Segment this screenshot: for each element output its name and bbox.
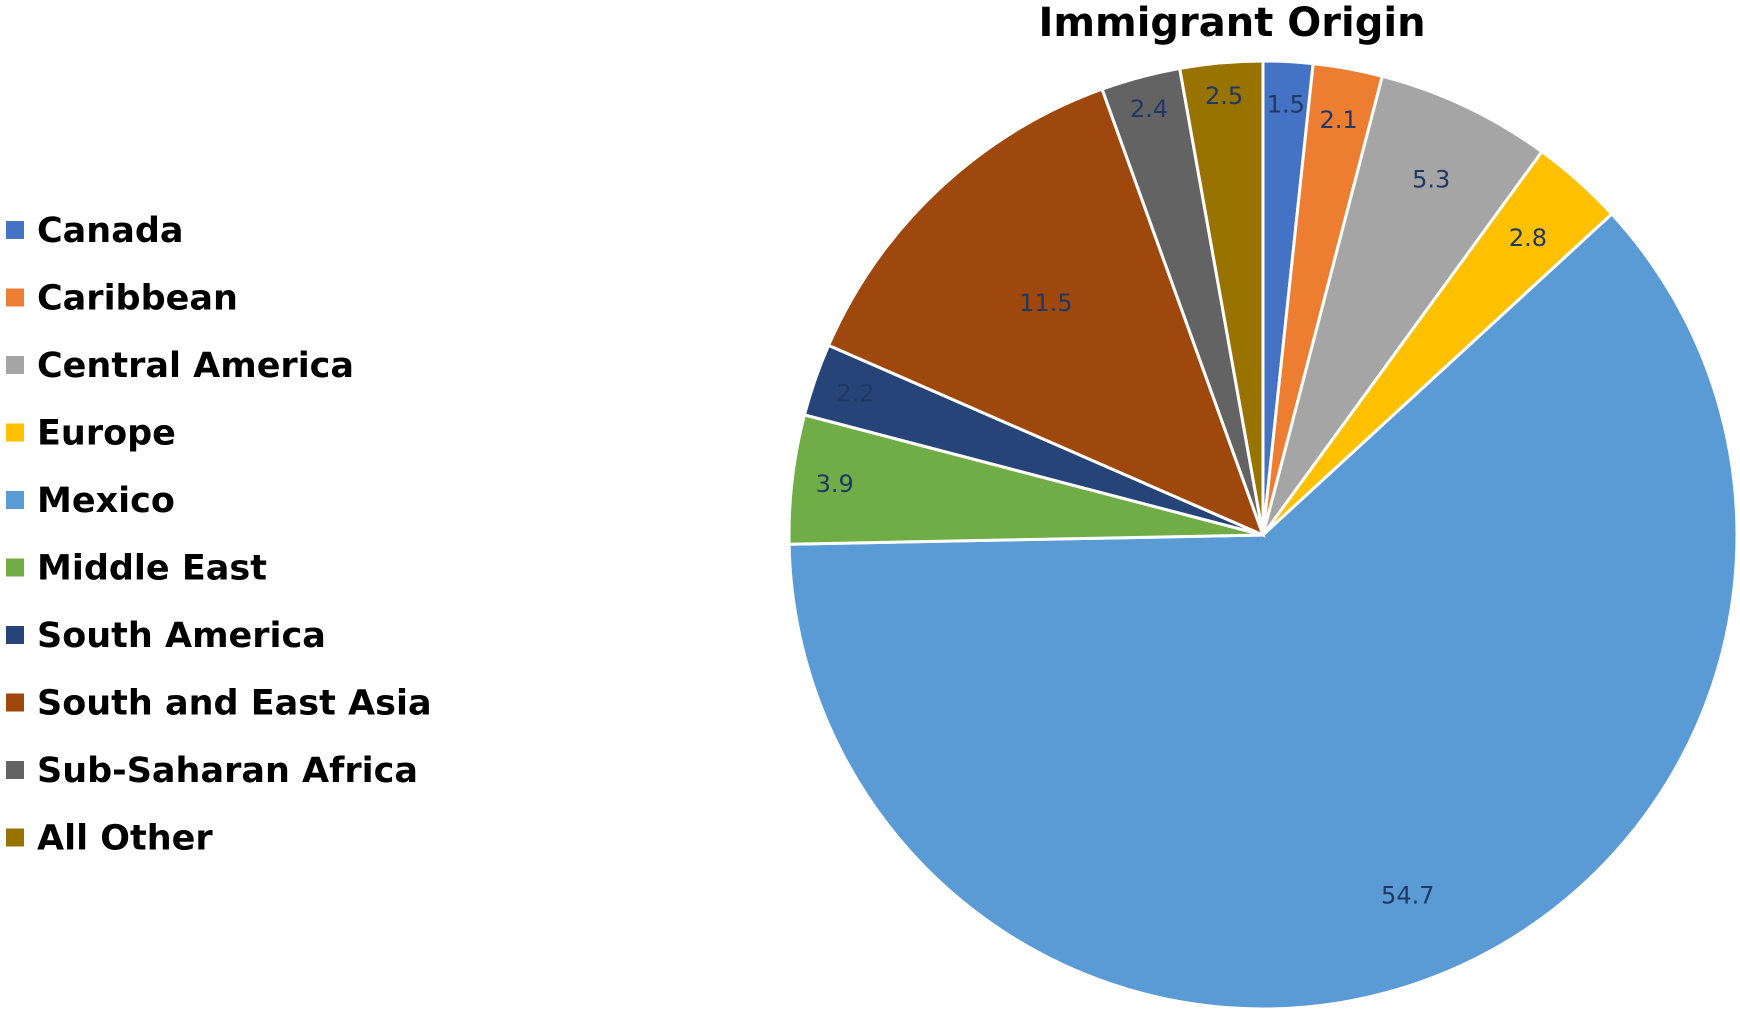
data-label-middle-east: 3.9 — [816, 470, 854, 498]
pie-slices — [787, 59, 1739, 1011]
data-label-europe: 2.8 — [1509, 224, 1547, 252]
legend: Canada Caribbean Central America Europe Mexi… — [6, 211, 432, 859]
legend-swatch-all-other — [6, 828, 24, 847]
legend-item-south-and-east-asia: South and East Asia — [6, 684, 432, 724]
pie-slice-all-other — [1177, 59, 1265, 536]
data-label-all-other: 2.5 — [1205, 82, 1243, 110]
legend-swatch-caribbean — [6, 288, 24, 307]
legend-swatch-canada — [6, 221, 24, 239]
legend-swatch-europe — [6, 423, 24, 442]
legend-item-canada: Canada — [6, 211, 184, 251]
data-label-mexico: 54.7 — [1381, 882, 1434, 910]
pie-slice-south-and-east-asia — [826, 87, 1266, 538]
legend-item-middle-east: Middle East — [6, 549, 267, 589]
legend-label-sub-saharan-africa: Sub-Saharan Africa — [37, 751, 418, 791]
data-label-caribbean: 2.1 — [1320, 106, 1358, 134]
legend-label-mexico: Mexico — [37, 481, 175, 521]
data-label-south-and-east-asia: 11.5 — [1019, 289, 1072, 317]
legend-swatch-south-america — [6, 626, 24, 644]
chart-title: Immigrant Origin — [1038, 0, 1425, 46]
legend-label-middle-east: Middle East — [37, 549, 267, 589]
data-label-canada: 1.5 — [1267, 90, 1305, 118]
legend-label-south-america: South America — [37, 616, 326, 656]
legend-label-canada: Canada — [37, 211, 184, 251]
legend-item-mexico: Mexico — [6, 481, 175, 521]
legend-item-south-america: South America — [6, 616, 326, 656]
legend-label-europe: Europe — [37, 414, 176, 454]
legend-label-south-and-east-asia: South and East Asia — [37, 684, 432, 724]
legend-item-sub-saharan-africa: Sub-Saharan Africa — [6, 751, 418, 791]
legend-swatch-south-and-east-asia — [6, 693, 24, 712]
data-label-central-america: 5.3 — [1412, 165, 1450, 193]
legend-label-caribbean: Caribbean — [37, 279, 238, 319]
data-label-south-america: 2.2 — [836, 380, 874, 408]
legend-item-all-other: All Other — [6, 819, 213, 859]
legend-label-all-other: All Other — [37, 819, 213, 859]
pie-data-labels: 1.5 2.1 5.3 2.8 54.7 3.9 2.2 11.5 2.4 2.5 — [816, 82, 1547, 910]
legend-label-central-america: Central America — [37, 346, 354, 386]
legend-swatch-mexico — [6, 491, 24, 509]
data-label-sub-saharan-africa: 2.4 — [1130, 95, 1168, 123]
legend-swatch-sub-saharan-africa — [6, 761, 24, 779]
legend-swatch-central-america — [6, 356, 24, 374]
pie-slice-central-america — [1261, 74, 1544, 536]
legend-item-caribbean: Caribbean — [6, 279, 238, 319]
legend-item-europe: Europe — [6, 414, 176, 454]
legend-item-central-america: Central America — [6, 346, 354, 386]
legend-swatch-middle-east — [6, 558, 24, 577]
pie-slice-mexico — [787, 211, 1739, 1011]
